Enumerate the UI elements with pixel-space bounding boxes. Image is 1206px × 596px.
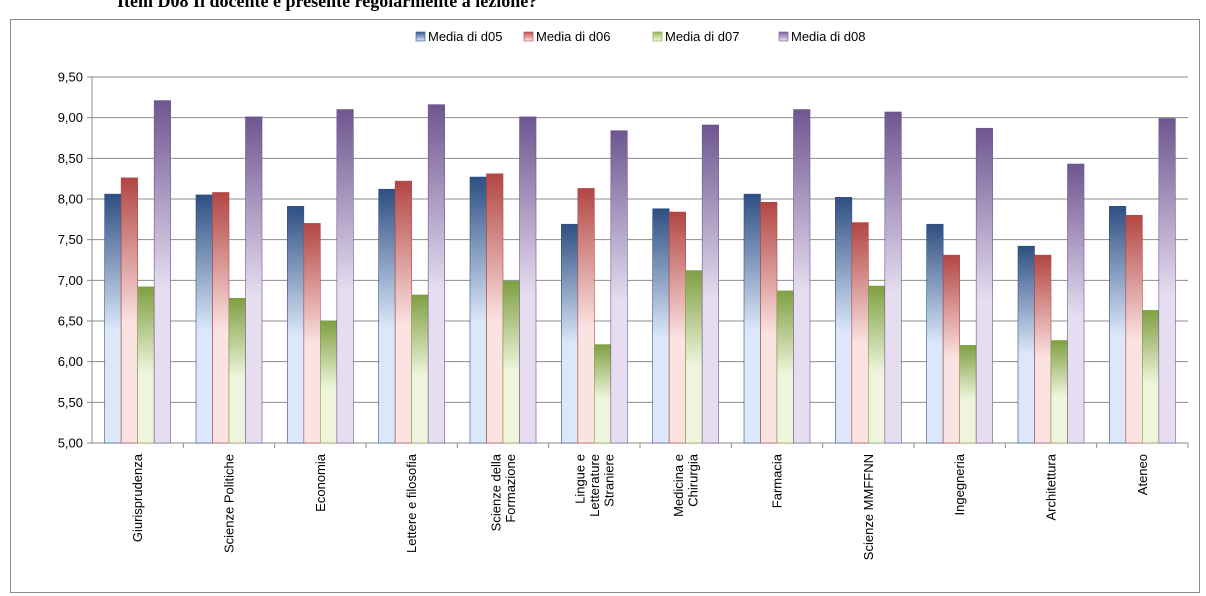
legend-swatch (415, 31, 426, 42)
x-tick-label: Economia (313, 453, 328, 512)
bar (502, 280, 520, 444)
y-tick-label: 8,50 (58, 151, 83, 166)
bar (469, 176, 487, 444)
x-tick-label: Medicina eChirurgia (671, 453, 701, 517)
bar (212, 192, 230, 444)
bar (685, 270, 703, 444)
bar (926, 223, 944, 444)
x-tick-label: Scienze dellaFormazione (488, 453, 518, 531)
bar (287, 206, 305, 444)
x-tick-label: Scienze MMFFNN (861, 454, 876, 560)
x-axis-labels: Giurisprudenza Scienze Politiche Economia L… (130, 453, 1150, 560)
bar (743, 193, 761, 444)
bar (760, 201, 778, 444)
y-axis: 5,00 5,50 6,00 6,50 7,00 7,50 8,00 8,50 9,00 9,50 (58, 70, 1189, 451)
bar (153, 100, 171, 444)
y-tick-label: 9,50 (58, 70, 83, 85)
x-tick-label: Lingue eLetteratureStraniere (572, 454, 616, 517)
bar (610, 130, 628, 444)
bar (427, 104, 445, 444)
bar (1034, 254, 1052, 444)
bar (776, 290, 794, 444)
y-tick-label: 5,50 (58, 395, 83, 410)
bar (668, 211, 686, 444)
page-title: Item D08 Il docente è presente regolarme… (117, 0, 538, 11)
bar (378, 188, 396, 444)
bar (594, 344, 612, 444)
y-tick-label: 6,50 (58, 314, 83, 329)
bar (975, 127, 993, 444)
bar (835, 197, 853, 444)
bar (303, 223, 321, 444)
legend-label: Media di d05 (428, 29, 502, 44)
bar (411, 294, 429, 444)
bar (336, 109, 354, 444)
bar (1158, 118, 1176, 444)
x-tick-label: Ingegneria (952, 453, 967, 515)
legend-label: Media di d06 (536, 29, 610, 44)
bar (228, 297, 246, 444)
x-tick-label: Farmacia (770, 453, 785, 508)
x-tick-label: Architettura (1044, 453, 1059, 520)
bar (1067, 163, 1085, 444)
bar (942, 254, 960, 444)
gridlines (92, 76, 1188, 444)
bar (137, 286, 155, 444)
y-tick-label: 7,50 (58, 232, 83, 247)
x-tick-label: Ateneo (1135, 454, 1150, 495)
bar (1017, 245, 1035, 444)
bar (486, 173, 504, 444)
bar (394, 180, 412, 444)
bar (851, 222, 869, 444)
bar (959, 345, 977, 444)
bar (519, 116, 537, 444)
legend-swatch (778, 31, 789, 42)
bar (320, 320, 338, 444)
bar (701, 124, 719, 444)
bar (195, 194, 213, 444)
bar (120, 177, 138, 444)
y-tick-label: 9,00 (58, 110, 83, 125)
bar (1142, 310, 1160, 444)
legend-label: Media di d07 (665, 29, 739, 44)
bar (561, 223, 579, 444)
legend-label: Media di d08 (791, 29, 865, 44)
y-tick-label: 5,00 (58, 436, 83, 451)
bar (652, 208, 670, 444)
bar (868, 285, 886, 444)
legend-swatch (652, 31, 663, 42)
legend-swatch (523, 31, 534, 42)
bar (1109, 206, 1127, 444)
chart-frame: 5,00 5,50 6,00 6,50 7,00 7,50 8,00 8,50 9,00 9,50… (10, 19, 1200, 593)
bar-chart: 5,00 5,50 6,00 6,50 7,00 7,50 8,00 8,50 9,00 9,50… (58, 29, 1189, 560)
x-tick-label: Scienze Politiche (222, 454, 237, 553)
bar (577, 188, 595, 444)
x-tick-label: Lettere e filosofia (404, 453, 419, 553)
legend: Media di d05 Media di d06 Media di d07 Medi… (415, 29, 865, 44)
y-tick-label: 6,00 (58, 354, 83, 369)
bar (1050, 340, 1068, 444)
y-tick-label: 8,00 (58, 192, 83, 207)
bar (1125, 214, 1143, 444)
x-tick-label: Giurisprudenza (130, 453, 145, 542)
y-tick-label: 7,00 (58, 273, 83, 288)
bar (104, 193, 122, 444)
bar (793, 109, 811, 444)
bars (104, 100, 1176, 444)
bar (245, 116, 263, 444)
bar (884, 111, 902, 444)
